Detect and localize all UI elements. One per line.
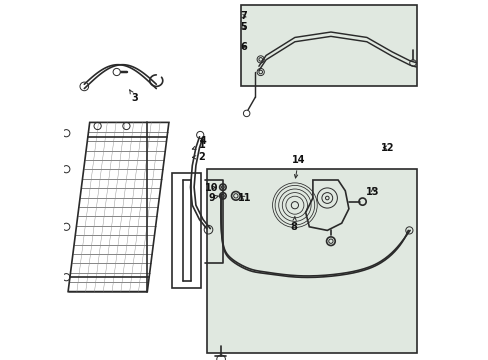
Bar — [206, 169, 416, 353]
Text: 4: 4 — [199, 136, 206, 146]
Text: 7: 7 — [240, 11, 246, 21]
Text: 1: 1 — [192, 140, 205, 150]
Text: 11: 11 — [237, 193, 251, 203]
Text: 8: 8 — [290, 216, 297, 232]
Text: 14: 14 — [291, 155, 305, 178]
Bar — [241, 5, 416, 86]
Text: 9: 9 — [207, 193, 218, 203]
Text: 5: 5 — [240, 22, 246, 32]
Circle shape — [113, 68, 120, 76]
Text: 13: 13 — [366, 186, 379, 197]
Text: 6: 6 — [240, 42, 246, 52]
Bar — [172, 173, 201, 288]
Text: 10: 10 — [204, 183, 218, 193]
Text: 3: 3 — [129, 90, 138, 103]
Text: 12: 12 — [380, 143, 394, 153]
Text: 2: 2 — [192, 152, 205, 162]
